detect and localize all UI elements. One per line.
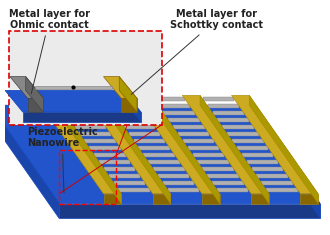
Polygon shape bbox=[158, 174, 189, 178]
Polygon shape bbox=[23, 112, 141, 122]
Polygon shape bbox=[188, 146, 219, 150]
Polygon shape bbox=[178, 132, 210, 136]
Polygon shape bbox=[84, 95, 171, 194]
Polygon shape bbox=[208, 104, 239, 108]
Polygon shape bbox=[203, 97, 234, 101]
Polygon shape bbox=[5, 90, 141, 112]
Polygon shape bbox=[99, 160, 130, 164]
Polygon shape bbox=[153, 194, 171, 204]
Polygon shape bbox=[251, 167, 283, 171]
Polygon shape bbox=[123, 90, 141, 122]
Polygon shape bbox=[151, 95, 220, 204]
Text: Metal layer for
Ohmic contact: Metal layer for Ohmic contact bbox=[9, 9, 90, 94]
Polygon shape bbox=[114, 181, 145, 185]
Polygon shape bbox=[121, 98, 137, 112]
Polygon shape bbox=[55, 97, 86, 101]
Polygon shape bbox=[232, 95, 318, 194]
Polygon shape bbox=[256, 174, 288, 178]
Polygon shape bbox=[222, 125, 254, 129]
Polygon shape bbox=[143, 153, 175, 157]
Polygon shape bbox=[109, 174, 140, 178]
Polygon shape bbox=[94, 153, 126, 157]
Polygon shape bbox=[65, 111, 96, 115]
Polygon shape bbox=[251, 105, 320, 219]
Polygon shape bbox=[207, 174, 239, 178]
Polygon shape bbox=[217, 118, 249, 122]
Polygon shape bbox=[251, 194, 269, 204]
Polygon shape bbox=[75, 125, 106, 129]
Polygon shape bbox=[202, 194, 220, 204]
Polygon shape bbox=[266, 188, 298, 192]
Polygon shape bbox=[163, 111, 195, 115]
Polygon shape bbox=[139, 146, 170, 150]
Polygon shape bbox=[28, 98, 44, 112]
Polygon shape bbox=[153, 97, 185, 101]
Polygon shape bbox=[134, 139, 165, 143]
Polygon shape bbox=[133, 95, 220, 194]
Polygon shape bbox=[26, 77, 44, 112]
Polygon shape bbox=[168, 188, 199, 192]
Polygon shape bbox=[59, 204, 320, 219]
Text: Piezoelectric
Nanowire: Piezoelectric Nanowire bbox=[27, 127, 97, 193]
Polygon shape bbox=[84, 139, 116, 143]
Polygon shape bbox=[158, 104, 190, 108]
Polygon shape bbox=[232, 139, 264, 143]
Polygon shape bbox=[237, 146, 268, 150]
Polygon shape bbox=[52, 95, 121, 204]
Polygon shape bbox=[114, 111, 146, 115]
Polygon shape bbox=[247, 160, 278, 164]
Polygon shape bbox=[119, 118, 150, 122]
Polygon shape bbox=[118, 188, 150, 192]
Polygon shape bbox=[10, 77, 44, 98]
Polygon shape bbox=[212, 181, 244, 185]
Polygon shape bbox=[249, 95, 318, 204]
Polygon shape bbox=[104, 77, 137, 98]
Polygon shape bbox=[0, 105, 320, 204]
Polygon shape bbox=[109, 104, 141, 108]
Polygon shape bbox=[261, 181, 293, 185]
Polygon shape bbox=[102, 95, 171, 204]
Polygon shape bbox=[104, 194, 121, 204]
Polygon shape bbox=[193, 153, 224, 157]
Text: Metal layer for
Schottky contact: Metal layer for Schottky contact bbox=[131, 9, 263, 94]
Polygon shape bbox=[104, 97, 136, 101]
Polygon shape bbox=[35, 95, 121, 194]
Polygon shape bbox=[0, 105, 59, 219]
Polygon shape bbox=[70, 118, 101, 122]
Polygon shape bbox=[80, 132, 111, 136]
Polygon shape bbox=[153, 167, 184, 171]
Polygon shape bbox=[129, 132, 160, 136]
Polygon shape bbox=[35, 86, 113, 89]
Bar bbox=[59, 149, 116, 204]
FancyBboxPatch shape bbox=[9, 31, 162, 125]
Polygon shape bbox=[183, 139, 214, 143]
Polygon shape bbox=[200, 95, 269, 204]
Polygon shape bbox=[173, 125, 205, 129]
Polygon shape bbox=[213, 111, 244, 115]
Polygon shape bbox=[202, 167, 234, 171]
Polygon shape bbox=[217, 188, 248, 192]
Polygon shape bbox=[148, 160, 180, 164]
Polygon shape bbox=[119, 77, 137, 112]
Polygon shape bbox=[197, 160, 229, 164]
Polygon shape bbox=[60, 104, 91, 108]
Polygon shape bbox=[163, 181, 194, 185]
Polygon shape bbox=[104, 167, 135, 171]
Polygon shape bbox=[124, 125, 155, 129]
Polygon shape bbox=[242, 153, 273, 157]
Polygon shape bbox=[300, 194, 318, 204]
Polygon shape bbox=[168, 118, 200, 122]
Polygon shape bbox=[227, 132, 259, 136]
Polygon shape bbox=[182, 95, 269, 194]
Polygon shape bbox=[89, 146, 121, 150]
